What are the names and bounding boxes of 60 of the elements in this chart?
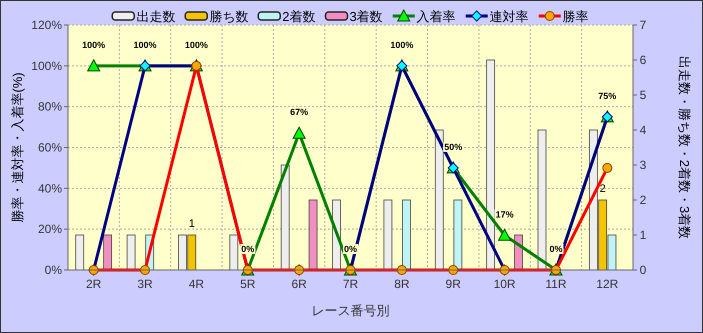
data-label: 50% xyxy=(444,142,462,152)
y-axis-title: 勝率・連対率・入着率(%) xyxy=(10,72,25,223)
data-label: 17% xyxy=(496,209,514,220)
x-tick-label: 12R xyxy=(596,277,619,291)
x-tick-label: 4R xyxy=(188,277,204,291)
bar xyxy=(486,60,496,270)
x-tick-label: 7R xyxy=(342,277,358,291)
y-tick-label: 60% xyxy=(38,140,62,154)
y-tick-label: 0% xyxy=(44,263,62,277)
x-tick-label: 6R xyxy=(291,277,308,291)
y2-axis-title: 出走数・勝ち数・2着数・3着数 xyxy=(677,56,692,240)
y2-tick-label: 1 xyxy=(640,228,647,242)
data-label: 75% xyxy=(598,90,616,101)
y2-tick-label: 7 xyxy=(640,18,647,32)
data-label: 100% xyxy=(390,40,414,50)
bar xyxy=(538,130,546,270)
x-tick-label: 5R xyxy=(240,277,256,291)
data-label: 100% xyxy=(82,40,106,50)
y-tick-label: 20% xyxy=(38,222,62,236)
y-tick-label: 40% xyxy=(38,181,62,196)
bar xyxy=(103,234,112,270)
legend-label: 2着数 xyxy=(282,9,316,24)
x-tick-label: 11R xyxy=(545,277,567,291)
bar xyxy=(453,200,462,270)
x-tick-label: 8R xyxy=(394,277,410,291)
data-label: 0% xyxy=(549,244,562,254)
data-label: 0% xyxy=(241,244,254,254)
legend-label: 入着率 xyxy=(416,9,456,24)
y2-tick-label: 5 xyxy=(640,88,647,102)
y2-tick-label: 3 xyxy=(640,158,647,172)
y2-tick-label: 0 xyxy=(640,263,647,277)
bar xyxy=(229,234,238,270)
x-tick-label: 2R xyxy=(86,277,102,291)
legend-label: 3着数 xyxy=(350,9,383,24)
y-tick-label: 100% xyxy=(31,58,62,73)
y2-tick-label: 4 xyxy=(640,123,647,137)
legend-label: 連対率 xyxy=(490,9,529,24)
x-axis-title: レース番号別 xyxy=(312,303,390,318)
y2-tick-label: 2 xyxy=(640,193,647,207)
data-label: 67% xyxy=(290,107,308,118)
bar xyxy=(434,130,444,270)
legend-label: 勝率 xyxy=(562,9,589,24)
data-label: 0% xyxy=(344,244,358,254)
y-tick-label: 120% xyxy=(31,18,62,32)
y2-tick-label: 6 xyxy=(640,53,647,67)
bar xyxy=(402,200,411,270)
legend-label: 勝ち数 xyxy=(209,9,248,24)
data-label: 2 xyxy=(600,183,606,195)
data-label: 1 xyxy=(188,218,195,230)
y-tick-label: 80% xyxy=(38,100,62,114)
bar xyxy=(126,234,136,270)
bar xyxy=(75,234,84,270)
x-tick-label: 9R xyxy=(446,277,462,291)
legend-label: 出走数 xyxy=(136,9,176,24)
x-tick-label: 10R xyxy=(494,277,516,291)
bar xyxy=(308,200,318,270)
bar xyxy=(384,200,392,270)
x-tick-label: 3R xyxy=(137,277,154,291)
data-label: 100% xyxy=(134,40,157,50)
data-label: 100% xyxy=(184,40,208,50)
